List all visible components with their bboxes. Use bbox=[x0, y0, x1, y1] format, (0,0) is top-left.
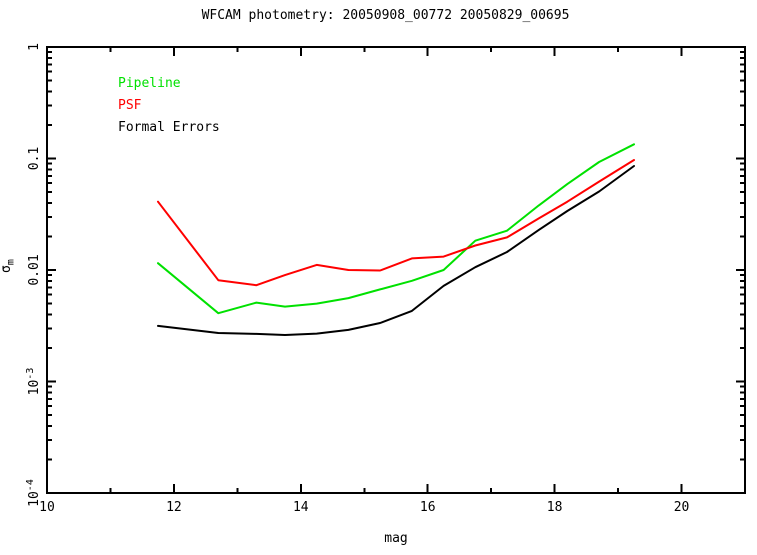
series-formal-errors bbox=[157, 165, 635, 336]
x-tick-label: 16 bbox=[420, 500, 436, 515]
x-tick-label: 18 bbox=[547, 500, 563, 515]
series-pipeline bbox=[157, 143, 635, 315]
chart-title: WFCAM photometry: 20050908_00772 2005082… bbox=[201, 8, 570, 23]
x-axis-label: mag bbox=[384, 531, 408, 546]
y-tick-label: 1 bbox=[27, 43, 42, 51]
legend-item-formal-errors: Formal Errors bbox=[118, 120, 220, 135]
y-tick-label: 0.01 bbox=[27, 254, 42, 285]
y-tick-label: 10-3 bbox=[25, 368, 42, 396]
y-axis-label-sub: m bbox=[5, 259, 17, 266]
x-tick-label: 12 bbox=[166, 500, 182, 515]
y-axis-label-base: σ bbox=[0, 265, 14, 273]
series-psf bbox=[157, 159, 635, 287]
y-tick-label: 0.1 bbox=[27, 147, 42, 170]
x-tick-label: 10 bbox=[39, 500, 55, 515]
legend: Pipeline PSF Formal Errors bbox=[118, 73, 220, 139]
legend-item-pipeline: Pipeline bbox=[118, 76, 181, 91]
x-tick-label: 20 bbox=[674, 500, 690, 515]
x-tick-label: 14 bbox=[293, 500, 309, 515]
legend-item-psf: PSF bbox=[118, 98, 142, 113]
y-tick-label: 10-4 bbox=[25, 479, 42, 507]
y-axis-label: σm bbox=[0, 243, 19, 289]
